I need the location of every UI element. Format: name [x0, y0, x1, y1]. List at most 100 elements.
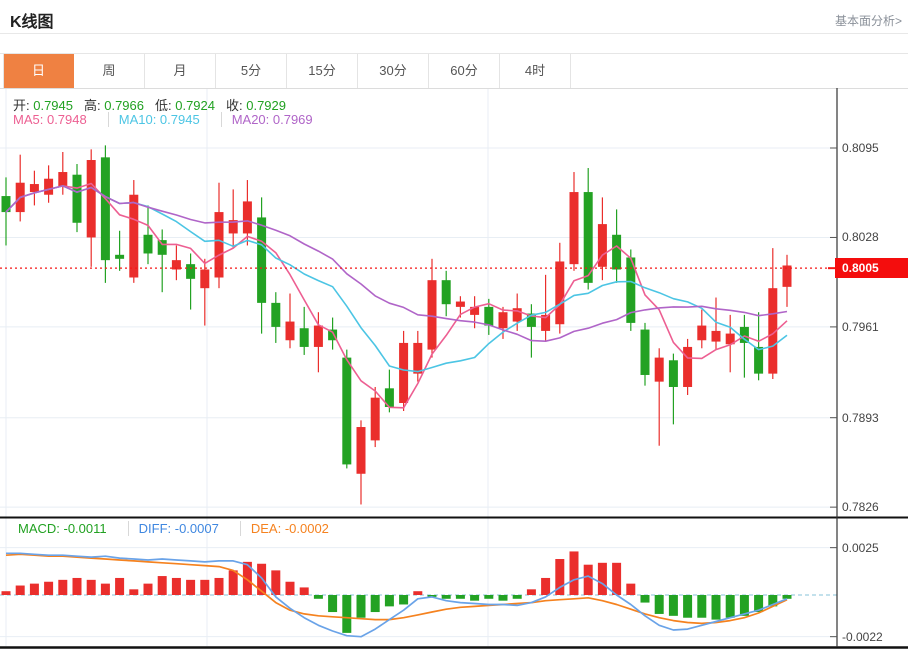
- macd-bar-negative: [342, 595, 352, 633]
- candle-up: [555, 261, 565, 325]
- tab-60分[interactable]: 60分: [429, 54, 500, 88]
- tab-月[interactable]: 月: [145, 54, 216, 88]
- candle-up: [541, 314, 551, 331]
- price-axis-label: 0.8028: [842, 230, 879, 245]
- macd-bar-positive: [186, 579, 196, 595]
- macd-bar-positive: [555, 559, 565, 595]
- candle-up: [86, 160, 96, 238]
- fundamental-analysis-link[interactable]: 基本面分析>: [834, 14, 902, 28]
- candle-up: [711, 330, 721, 342]
- macd-bar-negative: [470, 595, 480, 601]
- macd-bar-negative: [668, 595, 678, 616]
- tab-4时[interactable]: 4时: [500, 54, 571, 88]
- candle-down: [143, 234, 153, 254]
- macd-bar-positive: [72, 577, 82, 595]
- macd-bar-negative: [498, 595, 508, 601]
- tab-日[interactable]: 日: [3, 54, 74, 88]
- ma20-line: [5, 185, 788, 343]
- macd-bar-negative: [512, 595, 522, 599]
- macd-bar-negative: [782, 595, 792, 599]
- candle-down: [72, 174, 82, 223]
- macd-bar-negative: [427, 595, 437, 597]
- macd-bar-negative: [399, 595, 409, 605]
- candle-up: [654, 357, 664, 382]
- price-axis-label: 0.8095: [842, 141, 879, 155]
- legend-diff: DIFF: -0.0007: [127, 521, 219, 536]
- macd-bar-negative: [697, 595, 707, 618]
- macd-bar-negative: [484, 595, 494, 599]
- macd-bar-positive: [100, 583, 110, 595]
- current-price-badge: 0.8005: [835, 258, 908, 279]
- macd-bar-positive: [541, 577, 551, 595]
- tab-周[interactable]: 周: [74, 54, 145, 88]
- candle-up: [427, 280, 437, 350]
- candle-down: [186, 264, 196, 279]
- macd-bar-positive: [526, 589, 536, 595]
- macd-bar-positive: [171, 577, 181, 595]
- candle-up: [285, 321, 295, 341]
- macd-bar-positive: [129, 589, 139, 595]
- macd-bar-negative: [711, 595, 721, 620]
- candle-down: [640, 329, 650, 375]
- macd-bar-positive: [612, 562, 622, 595]
- tab-5分[interactable]: 5分: [216, 54, 287, 88]
- candle-up: [29, 184, 39, 193]
- macd-bar-negative: [356, 595, 366, 618]
- dea-line: [5, 553, 788, 625]
- candle-down: [441, 280, 451, 305]
- candle-up: [242, 201, 252, 234]
- ma10-line: [5, 185, 788, 373]
- tab-30分[interactable]: 30分: [358, 54, 429, 88]
- macd-bar-positive: [228, 570, 238, 595]
- macd-bar-positive: [597, 562, 607, 595]
- candle-up: [470, 306, 480, 315]
- macd-bar-negative: [754, 595, 764, 613]
- candle-down: [342, 357, 352, 465]
- macd-bar-positive: [285, 581, 295, 595]
- gridlines: [0, 88, 837, 646]
- page-title: K线图: [10, 14, 54, 31]
- diff-line: [6, 552, 788, 638]
- candle-down: [1, 196, 11, 213]
- candle-down: [612, 234, 622, 270]
- macd-bar-positive: [157, 576, 167, 595]
- macd-bar-negative: [640, 595, 650, 603]
- candle-down: [668, 360, 678, 387]
- macd-bar-positive: [214, 577, 224, 595]
- ma5-line: [5, 182, 788, 409]
- legend-macd: MACD: -0.0011: [18, 521, 107, 536]
- candle-up: [683, 346, 693, 387]
- macd-axis-label: 0.0025: [842, 540, 879, 555]
- candle-up: [597, 224, 607, 267]
- macd-bar-negative: [313, 595, 323, 599]
- macd-axis-label: -0.0022: [842, 629, 883, 644]
- macd-bar-negative: [683, 595, 693, 618]
- macd-bar-positive: [1, 591, 11, 595]
- interval-tab-strip: 日周月 5分 15分 30分 60分 4时: [0, 53, 908, 89]
- tab-15分[interactable]: 15分: [287, 54, 358, 88]
- macd-bar-positive: [58, 579, 68, 595]
- macd-bar-positive: [299, 587, 309, 595]
- macd-bar-negative: [768, 595, 778, 607]
- candle-down: [484, 306, 494, 326]
- macd-bar-negative: [370, 595, 380, 613]
- kline-chart-canvas[interactable]: [0, 88, 908, 649]
- title-divider: [0, 33, 908, 34]
- macd-bar-negative: [725, 595, 735, 618]
- interval-tabs: 日周月 5分 15分 30分 60分 4时: [3, 54, 571, 88]
- macd-bar-positive: [242, 561, 252, 595]
- ohlc-legend: 开: 0.7945 高: 0.7966 低: 0.7924 收: 0.7929: [13, 95, 297, 114]
- ohlc-open: 开: 0.7945: [13, 98, 73, 113]
- candle-up: [697, 325, 707, 341]
- candle-up: [313, 325, 323, 347]
- macd-bar-positive: [44, 581, 54, 595]
- macd-bar-positive: [583, 564, 593, 595]
- candle-up: [214, 212, 224, 278]
- macd-bar-positive: [86, 579, 96, 595]
- candle-down: [115, 254, 125, 259]
- candle-up: [569, 192, 579, 265]
- candle-up: [44, 178, 54, 195]
- macd-bar-negative: [739, 595, 749, 616]
- candle-down: [739, 326, 749, 343]
- legend-ma10: MA10: 0.7945: [107, 112, 200, 127]
